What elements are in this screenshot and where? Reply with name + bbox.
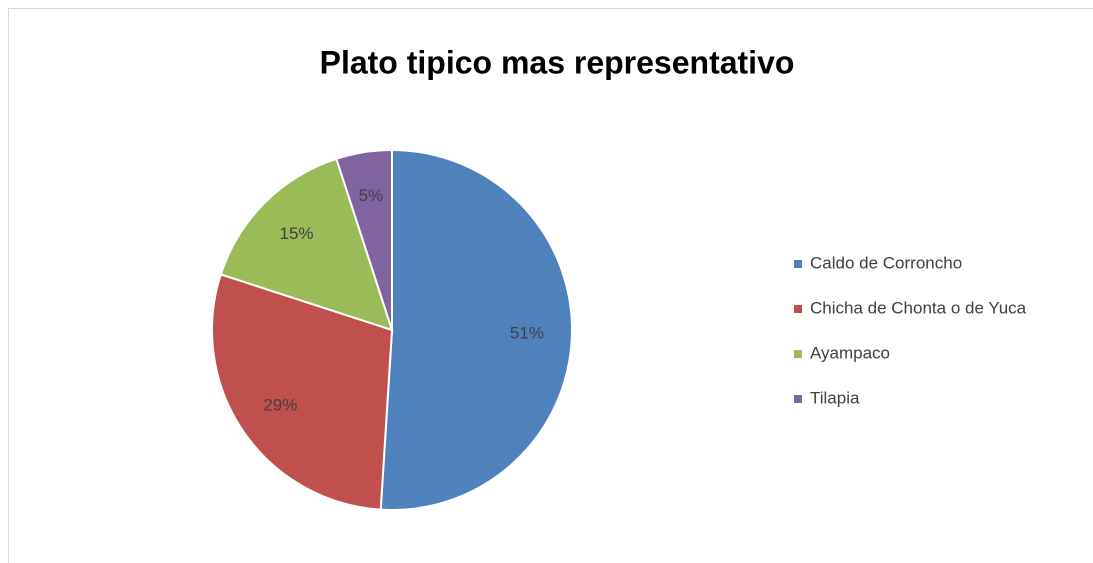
legend-label: Chicha de Chonta o de Yuca xyxy=(810,298,1027,317)
chart-border xyxy=(8,8,1093,563)
legend-swatch xyxy=(794,305,802,313)
legend-label: Tilapia xyxy=(810,388,860,407)
data-label: 5% xyxy=(359,186,384,205)
legend-swatch xyxy=(794,350,802,358)
data-label: 15% xyxy=(280,224,314,243)
pie-slice xyxy=(211,273,394,511)
pie-slice xyxy=(335,148,393,331)
legend-swatch xyxy=(794,395,802,403)
chart-title: Plato tipico mas representativo xyxy=(320,44,795,80)
legend-swatch xyxy=(794,260,802,268)
legend-label: Ayampaco xyxy=(810,343,890,362)
pie-slice xyxy=(379,148,573,511)
pie-slice xyxy=(219,157,394,332)
data-label: 51% xyxy=(510,324,544,343)
data-label: 29% xyxy=(263,395,297,414)
legend-label: Caldo de Corroncho xyxy=(810,253,962,272)
